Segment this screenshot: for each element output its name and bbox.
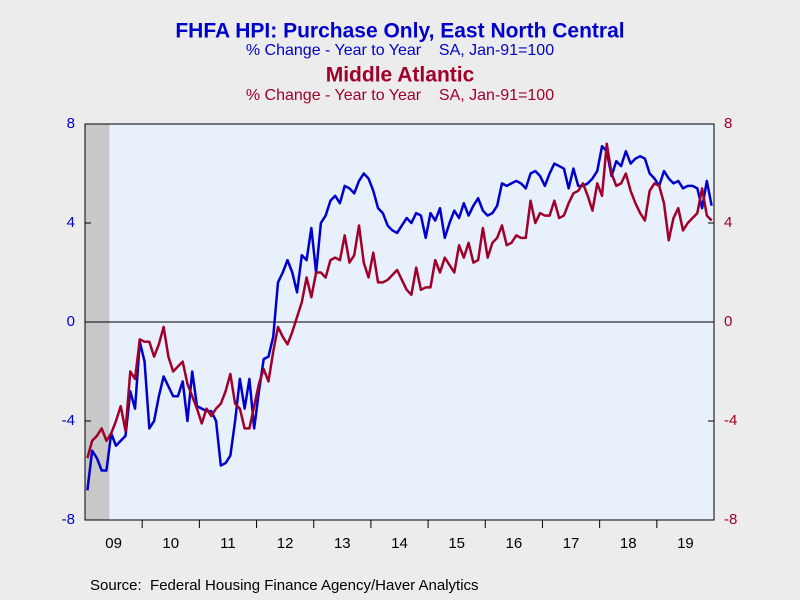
x-tick-label: 17: [563, 535, 580, 552]
y2-tick-label: 8: [724, 115, 732, 132]
y-tick-label: 8: [67, 115, 75, 132]
subtitle: % Change - Year to Year SA, Jan-91=100: [246, 87, 554, 104]
x-tick-label: 10: [162, 535, 179, 552]
x-tick-label: 13: [334, 535, 351, 552]
x-tick-label: 18: [620, 535, 637, 552]
title: FHFA HPI: Purchase Only, East North Cent…: [175, 20, 624, 43]
y2-tick-label: -4: [724, 412, 737, 429]
x-tick-label: 16: [506, 535, 523, 552]
y2-tick-label: 4: [724, 214, 732, 231]
y-tick-label: 0: [67, 313, 75, 330]
x-tick-label: 11: [220, 535, 236, 552]
x-tick-label: 14: [391, 535, 408, 552]
x-tick-label: 12: [277, 535, 294, 552]
series-line: [86, 142, 713, 459]
subtitle: % Change - Year to Year SA, Jan-91=100: [246, 42, 554, 59]
y2-tick-label: -8: [724, 511, 737, 528]
source: Source: Federal Housing Finance Agency/H…: [90, 577, 479, 594]
y-tick-label: -4: [62, 412, 75, 429]
x-tick-label: 19: [677, 535, 694, 552]
y2-tick-label: 0: [724, 313, 732, 330]
y-tick-label: 4: [67, 214, 75, 231]
x-tick-label: 15: [448, 535, 465, 552]
y-tick-label: -8: [62, 511, 75, 528]
x-tick-label: 09: [105, 535, 122, 552]
title: Middle Atlantic: [326, 64, 475, 87]
